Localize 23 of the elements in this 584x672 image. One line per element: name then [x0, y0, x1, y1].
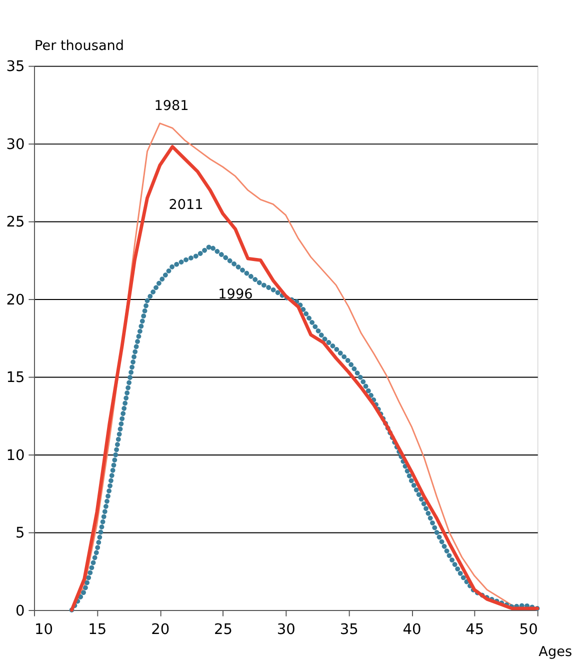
x-axis-title: Ages [538, 644, 572, 660]
x-tick-label: 25 [214, 620, 233, 638]
y-tick-label: 5 [16, 524, 25, 542]
x-tick-label: 40 [402, 620, 422, 638]
y-tick-label: 35 [6, 58, 25, 76]
y-tick-label: 30 [6, 136, 25, 153]
y-tick-label: 20 [6, 291, 25, 308]
x-tick-label: 10 [34, 620, 54, 638]
y-tick-label: 15 [6, 369, 25, 386]
y-tick-label: 25 [6, 214, 25, 231]
y-axis-title: Per thousand [34, 38, 124, 54]
x-tick-label: 15 [88, 620, 107, 638]
series-label: 2011 [168, 196, 204, 213]
line-series [69, 244, 540, 612]
series-label: 1996 [218, 286, 253, 303]
x-tick-label: 45 [466, 620, 484, 638]
series-label: 1981 [154, 98, 189, 114]
x-tick-label: 20 [151, 620, 170, 638]
y-tick-label: 10 [6, 446, 25, 464]
x-tick-label: 30 [276, 620, 296, 638]
x-tick-label: 35 [340, 620, 358, 638]
y-tick-label: 0 [16, 602, 25, 620]
x-tick-label: 50 [519, 620, 538, 638]
